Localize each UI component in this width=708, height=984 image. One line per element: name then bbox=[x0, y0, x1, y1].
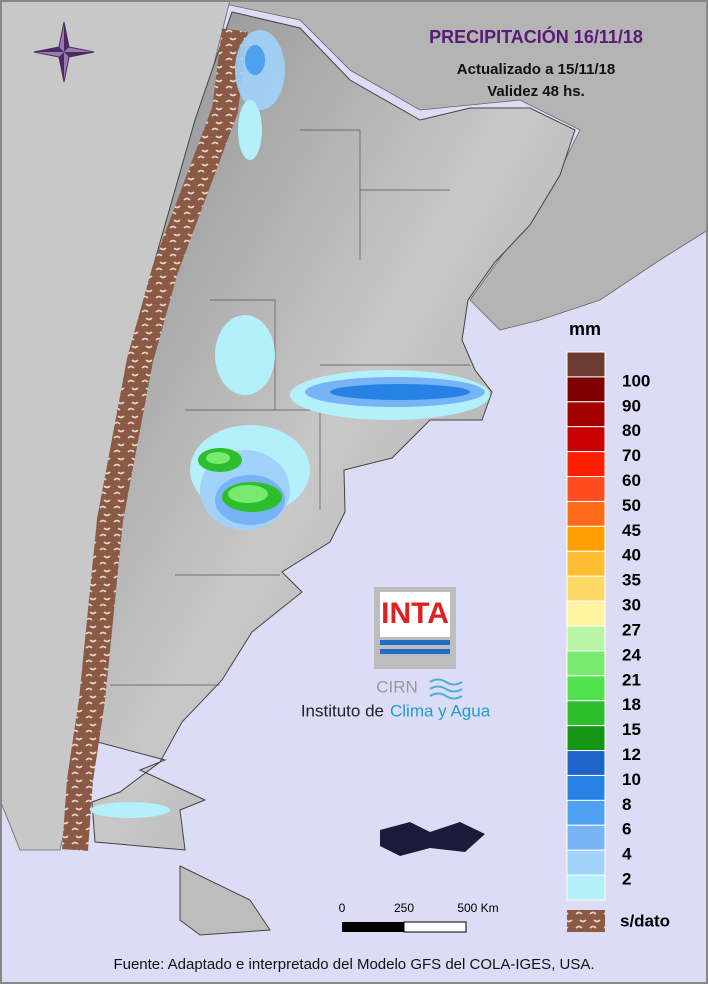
legend-swatch bbox=[566, 625, 606, 652]
legend-swatch bbox=[566, 500, 606, 527]
legend-swatch bbox=[566, 376, 606, 403]
subtitle: Validez 48 hs. bbox=[487, 83, 585, 100]
legend-swatch bbox=[566, 600, 606, 627]
legend-label: 2 bbox=[622, 870, 631, 889]
legend-swatch bbox=[566, 476, 606, 502]
logo-name: Instituto de bbox=[301, 701, 384, 720]
precipitation-field bbox=[90, 30, 490, 818]
legend-label: 90 bbox=[622, 396, 641, 415]
legend-label: 35 bbox=[622, 571, 641, 590]
logo-stripe bbox=[380, 649, 450, 654]
legend-swatch bbox=[566, 799, 606, 826]
legend-label: 18 bbox=[622, 695, 641, 714]
legend-unit: mm bbox=[569, 319, 601, 339]
legend-label: 70 bbox=[622, 446, 641, 465]
legend-label: 15 bbox=[622, 720, 641, 739]
legend-label: 30 bbox=[622, 596, 641, 615]
legend-swatch bbox=[566, 650, 606, 677]
scale-label: 0 bbox=[339, 901, 346, 915]
no-data-strip bbox=[62, 28, 248, 851]
legend-swatch bbox=[566, 550, 606, 577]
legend-no-data-label: s/dato bbox=[620, 911, 670, 930]
legend-swatch bbox=[566, 725, 606, 752]
legend-swatch bbox=[566, 575, 606, 602]
legend-swatch bbox=[566, 750, 606, 776]
legend-label: 50 bbox=[622, 496, 641, 515]
legend-swatch bbox=[566, 849, 606, 876]
logo-name-accent: Clima y Agua bbox=[390, 701, 491, 720]
legend-swatch bbox=[566, 525, 606, 552]
legend-no-data-swatch bbox=[567, 910, 605, 932]
legend-swatch bbox=[566, 874, 606, 901]
malvinas bbox=[380, 822, 485, 856]
legend-label: 12 bbox=[622, 745, 641, 764]
legend-swatch bbox=[566, 426, 606, 453]
logo-inner bbox=[380, 592, 450, 637]
source: Fuente: Adaptado e interpretado del Mode… bbox=[113, 956, 594, 973]
scale-bar-segment bbox=[403, 921, 467, 933]
legend-label: 60 bbox=[622, 471, 641, 490]
compass-rose bbox=[33, 21, 95, 83]
legend-label: 24 bbox=[622, 645, 641, 664]
legend-label: 100 bbox=[622, 371, 650, 390]
scale-label: 500 Km bbox=[457, 901, 498, 915]
legend-swatch bbox=[566, 675, 606, 702]
legend-swatch bbox=[566, 774, 606, 801]
scale-bar-segment bbox=[342, 922, 404, 932]
legend-label: 10 bbox=[622, 770, 641, 789]
legend-swatch bbox=[566, 351, 606, 378]
scale-label: 250 bbox=[394, 901, 414, 915]
logo-stripe bbox=[380, 640, 450, 645]
legend-label: 27 bbox=[622, 620, 641, 639]
legend-label: 80 bbox=[622, 421, 641, 440]
argentina-land bbox=[89, 11, 576, 851]
legend-swatch bbox=[566, 401, 606, 428]
legend-label: 21 bbox=[622, 670, 641, 689]
logo-waves bbox=[429, 678, 463, 700]
logo-brand: INTA bbox=[381, 597, 449, 630]
legend-swatch bbox=[566, 824, 606, 851]
legend-label: 40 bbox=[622, 546, 641, 565]
subtitle: Actualizado a 15/11/18 bbox=[457, 61, 615, 78]
legend-swatch bbox=[566, 700, 606, 727]
legend-swatch bbox=[566, 451, 606, 478]
legend-label: 8 bbox=[622, 795, 631, 814]
tierra-del-fuego bbox=[179, 865, 271, 936]
title: PRECIPITACIÓN 16/11/18 bbox=[429, 26, 643, 47]
legend-label: 6 bbox=[622, 820, 631, 839]
legend-label: 4 bbox=[622, 845, 632, 864]
legend-label: 45 bbox=[622, 521, 641, 540]
logo-unit: CIRN bbox=[376, 677, 418, 696]
